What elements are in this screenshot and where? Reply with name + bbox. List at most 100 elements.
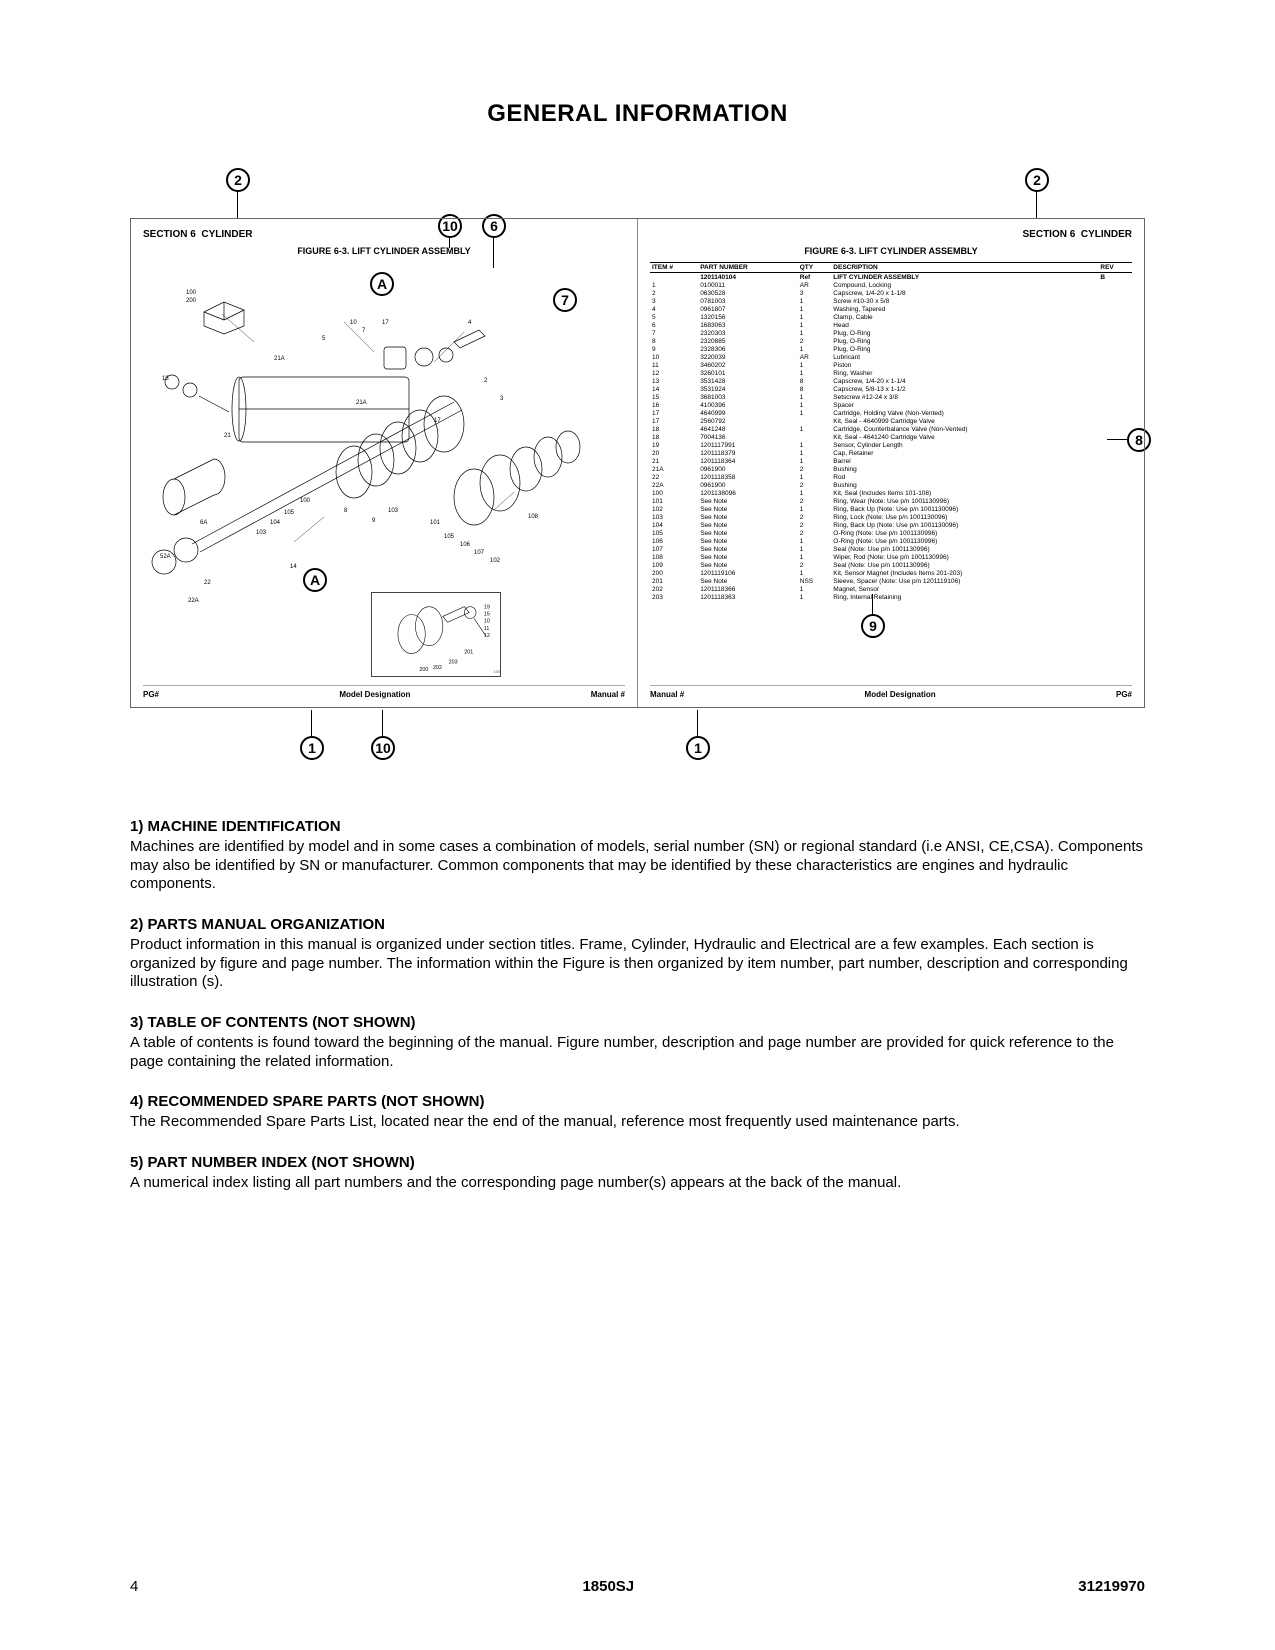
svg-text:2: 2	[484, 378, 488, 384]
detail-inset-A: 201 203 202 200 1112 1915 10 1001145204	[371, 592, 501, 677]
table-row: 22A09619002Bushing	[650, 481, 1132, 489]
figure-right-panel: SECTION 6 CYLINDER FIGURE 6-3. LIFT CYLI…	[637, 219, 1144, 707]
table-row: 409618071Washing, Tapered	[650, 305, 1132, 313]
info-section: 4) RECOMMENDED SPARE PARTS (NOT SHOWN)Th…	[130, 1093, 1145, 1132]
table-row: 107See Note1Seal (Note: Use p/n 10011309…	[650, 545, 1132, 553]
table-row: 1746409991Cartridge, Holding Valve (Non-…	[650, 409, 1132, 417]
table-row: 823208852Plug, O-Ring	[650, 337, 1132, 345]
svg-text:21A: 21A	[356, 400, 367, 406]
svg-text:22: 22	[204, 580, 211, 586]
svg-text:105: 105	[284, 510, 295, 516]
page-footer: 4 1850SJ 31219970	[130, 1578, 1145, 1595]
page-title: GENERAL INFORMATION	[130, 100, 1145, 128]
svg-text:104: 104	[270, 520, 281, 526]
table-row: 102See Note1Ring, Back Up (Note: Use p/n…	[650, 505, 1132, 513]
svg-text:202: 202	[433, 665, 442, 671]
exploded-view-drawing: 100200 107 175 18 21A 21 21A 42 317 6A 1…	[143, 262, 625, 642]
svg-text:12: 12	[484, 633, 490, 639]
footer-model: 1850SJ	[582, 1578, 634, 1595]
right-panel-footer: Manual # Model Designation PG#	[650, 685, 1132, 699]
svg-text:107: 107	[474, 550, 485, 556]
callout-1-right: 1	[686, 736, 710, 760]
table-row: 2212011183581Rod	[650, 473, 1132, 481]
table-row: 103220039ARLubricant	[650, 353, 1132, 361]
svg-text:3: 3	[500, 396, 504, 402]
table-row: 101See Note2Ring, Wear (Note: Use p/n 10…	[650, 497, 1132, 505]
section-body: The Recommended Spare Parts List, locate…	[130, 1113, 1145, 1132]
footer-page-num: 4	[130, 1578, 138, 1595]
table-row: 172560792Kit, Seal - 4640999 Cartridge V…	[650, 417, 1132, 425]
table-row: 10100011ARCompound, Locking	[650, 281, 1132, 289]
parts-table: ITEM #PART NUMBERQTYDESCRIPTIONREV 12011…	[650, 262, 1132, 601]
parts-col-header: PART NUMBER	[698, 263, 798, 273]
svg-text:102: 102	[490, 558, 501, 564]
table-row: 723203031Plug, O-Ring	[650, 329, 1132, 337]
table-row: 1846412481Cartridge, Counterbalance Valv…	[650, 425, 1132, 433]
svg-text:200: 200	[419, 667, 428, 673]
info-section: 1) MACHINE IDENTIFICATIONMachines are id…	[130, 818, 1145, 894]
table-row: 21A09619002Bushing	[650, 465, 1132, 473]
svg-text:17: 17	[382, 320, 389, 326]
table-row: 105See Note2O-Ring (Note: Use p/n 100113…	[650, 529, 1132, 537]
table-row: 20312011183631Ring, Internal Retaining	[650, 593, 1132, 601]
diagram-figure: 2 2 10 6 7 A A 8 9 1 10 1	[130, 168, 1145, 758]
table-row: 307810031Screw #10-30 x 5/8	[650, 297, 1132, 305]
right-section-label: SECTION 6 CYLINDER	[1023, 229, 1132, 240]
svg-text:10: 10	[484, 618, 490, 624]
info-section: 3) TABLE OF CONTENTS (NOT SHOWN)A table …	[130, 1014, 1145, 1071]
callout-2-left: 2	[226, 168, 250, 192]
info-sections: 1) MACHINE IDENTIFICATIONMachines are id…	[130, 818, 1145, 1192]
svg-text:22A: 22A	[188, 598, 199, 604]
svg-text:8: 8	[344, 508, 348, 514]
svg-text:52A: 52A	[160, 554, 171, 560]
section-heading: 1) MACHINE IDENTIFICATION	[130, 818, 1145, 837]
footer-doc-num: 31219970	[1078, 1578, 1145, 1595]
figure-panel-frame: SECTION 6 CYLINDER FIGURE 6-3. LIFT CYLI…	[130, 218, 1145, 708]
table-row: 1641003961Spacer	[650, 401, 1132, 409]
section-body: Product information in this manual is or…	[130, 936, 1145, 992]
callout-1-left: 1	[300, 736, 324, 760]
svg-text:106: 106	[460, 542, 471, 548]
table-row: 1335314288Capscrew, 1/4-20 x 1-1/4	[650, 377, 1132, 385]
svg-text:103: 103	[388, 508, 399, 514]
section-heading: 2) PARTS MANUAL ORGANIZATION	[130, 916, 1145, 935]
section-heading: 4) RECOMMENDED SPARE PARTS (NOT SHOWN)	[130, 1093, 1145, 1112]
table-row: 513201561Clamp, Cable	[650, 313, 1132, 321]
table-row: 201See NoteNSSSleeve, Spacer (Note: Use …	[650, 577, 1132, 585]
table-row: 103See Note2Ring, Lock (Note: Use p/n 10…	[650, 513, 1132, 521]
left-fig-title: FIGURE 6-3. LIFT CYLINDER ASSEMBLY	[143, 246, 625, 256]
svg-text:203: 203	[449, 659, 458, 665]
table-row: 1536810031Setscrew #12-24 x 3/8	[650, 393, 1132, 401]
section-body: Machines are identified by model and in …	[130, 838, 1145, 894]
svg-text:108: 108	[528, 514, 539, 520]
svg-text:101: 101	[430, 520, 441, 526]
svg-text:19: 19	[484, 605, 490, 611]
section-heading: 3) TABLE OF CONTENTS (NOT SHOWN)	[130, 1014, 1145, 1033]
svg-text:201: 201	[464, 650, 473, 656]
svg-text:1001145204: 1001145204	[494, 669, 500, 674]
svg-text:15: 15	[484, 611, 490, 617]
svg-text:18: 18	[162, 376, 169, 382]
info-section: 5) PART NUMBER INDEX (NOT SHOWN)A numeri…	[130, 1154, 1145, 1193]
table-row: 923283061Plug, O-Ring	[650, 345, 1132, 353]
callout-2-right: 2	[1025, 168, 1049, 192]
svg-text:105: 105	[444, 534, 455, 540]
table-row: 108See Note1Wiper, Rod (Note: Use p/n 10…	[650, 553, 1132, 561]
svg-text:100: 100	[300, 498, 311, 504]
table-row: 187004136Kit, Seal - 4641240 Cartridge V…	[650, 433, 1132, 441]
info-section: 2) PARTS MANUAL ORGANIZATIONProduct info…	[130, 916, 1145, 992]
left-panel-footer: PG# Model Designation Manual #	[143, 685, 625, 699]
svg-text:7: 7	[362, 328, 366, 334]
right-fig-title: FIGURE 6-3. LIFT CYLINDER ASSEMBLY	[650, 246, 1132, 256]
table-row: 109See Note2Seal (Note: Use p/n 10011309…	[650, 561, 1132, 569]
table-row: 20012011191061Kit, Sensor Magnet (Includ…	[650, 569, 1132, 577]
section-body: A numerical index listing all part numbe…	[130, 1174, 1145, 1193]
figure-left-panel: SECTION 6 CYLINDER FIGURE 6-3. LIFT CYLI…	[131, 219, 637, 707]
table-row: 2112011183641Barrel	[650, 457, 1132, 465]
left-section-label: SECTION 6 CYLINDER	[143, 229, 252, 240]
svg-text:6A: 6A	[200, 520, 207, 526]
svg-text:4: 4	[468, 320, 472, 326]
callout-10-bottom: 10	[371, 736, 395, 760]
table-row: 1232601011Ring, Washer	[650, 369, 1132, 377]
table-row: 616830631Head	[650, 321, 1132, 329]
